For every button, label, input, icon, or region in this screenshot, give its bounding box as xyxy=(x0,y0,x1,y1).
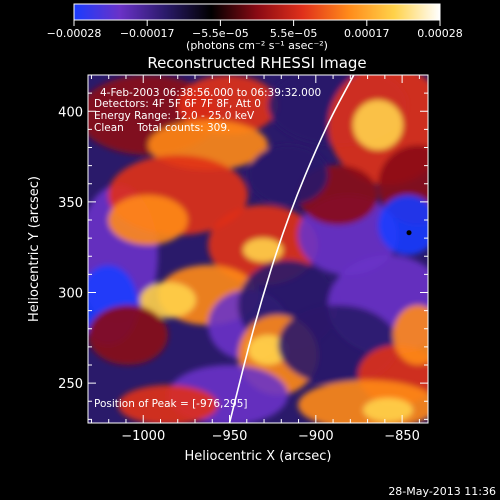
colorbar-tick-label: −0.00017 xyxy=(120,27,175,40)
x-tick-label: −1000 xyxy=(121,429,165,444)
colorbar-ticks: −0.00028 −0.00017 −5.5e−05 5.5e−05 0.00017 0.… xyxy=(47,20,463,40)
colorbar: −0.00028 −0.00017 −5.5e−05 5.5e−05 0.00017 0.… xyxy=(47,3,463,52)
solar-limb-curve xyxy=(228,75,355,423)
y-tick-label: 250 xyxy=(58,377,83,392)
colorbar-bar xyxy=(73,3,441,21)
peak-marker xyxy=(406,230,412,236)
x-tick-label: −900 xyxy=(298,429,334,444)
x-tick-label: −850 xyxy=(384,429,420,444)
x-tick-label: −950 xyxy=(212,429,248,444)
annotation-time-range: 4-Feb-2003 06:38:56.000 to 06:39:32.000 xyxy=(100,87,321,99)
x-axis-label: Heliocentric X (arcsec) xyxy=(185,449,332,464)
annotation-detectors: Detectors: 4F 5F 6F 7F 8F, Att 0 xyxy=(94,98,261,110)
colorbar-tick-label: −0.00028 xyxy=(47,27,102,40)
footer-timestamp: 28-May-2013 11:36 xyxy=(388,485,496,498)
observation-annotation: 4-Feb-2003 06:38:56.000 to 06:39:32.000 … xyxy=(94,87,321,134)
plot-frame xyxy=(87,74,429,424)
plot-area: −1000 −950 −900 −850 250 300 350 400 xyxy=(58,74,429,444)
heatmap-image xyxy=(88,75,428,423)
colorbar-tick-label: 0.00028 xyxy=(417,27,463,40)
colorbar-tick-label: −5.5e−05 xyxy=(192,27,249,40)
y-tick-label: 300 xyxy=(58,287,83,302)
axis-ticks: −1000 −950 −900 −850 250 300 350 400 xyxy=(58,74,428,444)
peak-dot xyxy=(406,230,412,236)
colorbar-tick-label: 0.00017 xyxy=(344,27,390,40)
annotation-energy-range: Energy Range: 12.0 - 25.0 keV xyxy=(94,110,255,122)
annotation-clean-counts: Clean Total counts: 309. xyxy=(94,122,230,134)
chart-title: Reconstructed RHESSI Image xyxy=(147,54,366,72)
y-tick-label: 350 xyxy=(58,196,83,211)
colorbar-unit-label: (photons cm⁻² s⁻¹ asec⁻²) xyxy=(186,39,328,52)
colorbar-tick-label: 5.5e−05 xyxy=(270,27,317,40)
peak-position-label: Position of Peak = [-976,295] xyxy=(94,398,248,410)
y-tick-label: 400 xyxy=(58,105,83,120)
y-axis-label: Heliocentric Y (arcsec) xyxy=(27,176,42,322)
